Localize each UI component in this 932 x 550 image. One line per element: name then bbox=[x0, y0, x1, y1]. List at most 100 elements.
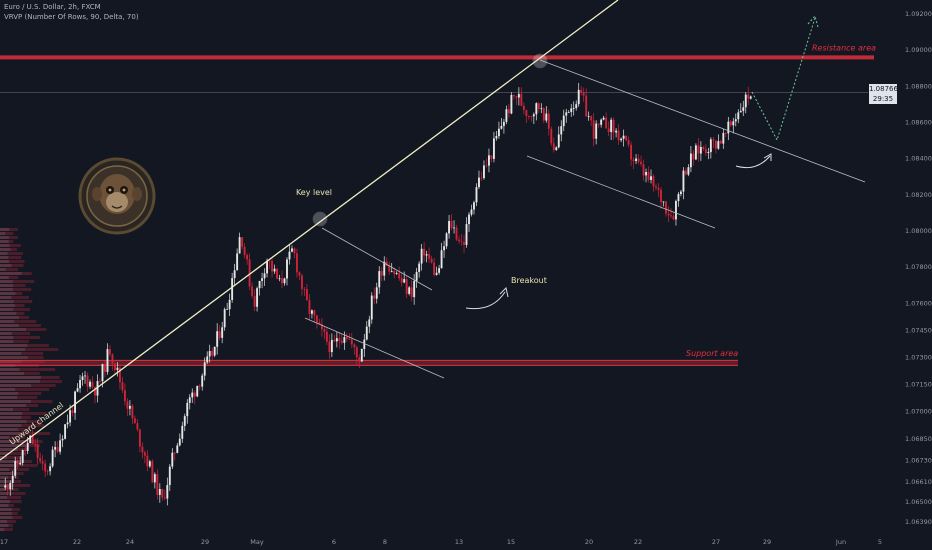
candle-body bbox=[148, 461, 151, 467]
candle-body bbox=[76, 388, 79, 392]
candle-body bbox=[463, 241, 465, 245]
candle-body bbox=[81, 376, 84, 380]
time-tick-label: 22 bbox=[73, 538, 81, 546]
candle-body bbox=[630, 144, 633, 160]
candle-body bbox=[665, 201, 667, 214]
candle-body bbox=[739, 110, 742, 113]
forecast-path bbox=[751, 17, 816, 142]
volume-bar bbox=[0, 356, 44, 359]
candle-body bbox=[201, 375, 204, 387]
candle-body bbox=[475, 187, 478, 203]
volume-bar-delta bbox=[0, 272, 22, 275]
channel-lower-1 bbox=[304, 317, 445, 379]
candle-body bbox=[572, 108, 575, 109]
volume-bar-delta bbox=[0, 264, 12, 267]
volume-bar bbox=[0, 520, 16, 523]
candle-body bbox=[590, 116, 593, 121]
candle-body bbox=[582, 92, 585, 96]
candle-body bbox=[500, 125, 503, 129]
volume-bar bbox=[0, 360, 45, 363]
volume-bar bbox=[0, 436, 26, 439]
candle-body bbox=[732, 121, 735, 126]
candle-body bbox=[126, 401, 129, 409]
candle-body bbox=[56, 447, 59, 452]
volume-bar-delta bbox=[0, 296, 12, 299]
volume-bar bbox=[0, 248, 17, 251]
candle-body bbox=[545, 113, 548, 121]
candle-body bbox=[133, 418, 136, 424]
countdown-value: 29:35 bbox=[872, 95, 894, 103]
price-tick-label: 1.06500 bbox=[905, 498, 932, 506]
volume-bar bbox=[0, 396, 38, 399]
time-tick-label: 5 bbox=[878, 538, 882, 546]
candle-body bbox=[403, 279, 406, 283]
volume-bar-delta bbox=[0, 316, 20, 319]
breakout-arrow-head bbox=[499, 287, 509, 298]
volume-bar-delta bbox=[0, 304, 15, 307]
candle-body bbox=[455, 227, 458, 240]
candle-body bbox=[79, 380, 81, 389]
volume-bar-delta bbox=[0, 260, 9, 263]
candle-body bbox=[465, 224, 468, 245]
candle-body bbox=[408, 287, 411, 294]
candle-body bbox=[562, 115, 565, 127]
candle-body bbox=[527, 116, 530, 117]
volume-bar bbox=[0, 240, 14, 243]
candle-body bbox=[74, 391, 76, 413]
volume-bar bbox=[0, 384, 56, 387]
candle-body bbox=[298, 272, 301, 276]
price-axis[interactable]: 1.09200 1.09000 1.08800 1.08600 1.08400 1.082… bbox=[905, 10, 932, 526]
volume-profile bbox=[0, 228, 62, 531]
time-axis[interactable]: 17 22 24 29 May 6 8 13 15 20 22 27 29 Jun 5 bbox=[0, 538, 882, 546]
candle-body bbox=[448, 221, 450, 234]
candle-body bbox=[373, 295, 376, 299]
candle-body bbox=[328, 341, 331, 353]
candle-body bbox=[540, 108, 543, 110]
candle-body bbox=[16, 460, 19, 465]
volume-bar-delta bbox=[0, 420, 27, 423]
candle-body bbox=[318, 322, 321, 325]
volume-bar-delta bbox=[0, 500, 10, 503]
candle-body bbox=[288, 251, 291, 260]
volume-bar-delta bbox=[0, 460, 21, 463]
volume-bar-delta bbox=[0, 488, 6, 491]
volume-bar bbox=[0, 284, 26, 287]
candle-body bbox=[333, 339, 336, 342]
candle-body bbox=[166, 485, 169, 499]
candle-body bbox=[672, 216, 675, 220]
candle-body bbox=[405, 279, 408, 294]
candle-body bbox=[699, 147, 702, 154]
candle-body bbox=[218, 331, 221, 338]
candle-body bbox=[39, 458, 42, 462]
candle-body bbox=[622, 135, 625, 139]
candle-body bbox=[286, 259, 288, 279]
candle-body bbox=[530, 116, 533, 117]
volume-bar-delta bbox=[0, 228, 10, 231]
candle-body bbox=[650, 176, 652, 180]
channel-upper-2 bbox=[539, 59, 866, 183]
candle-body bbox=[161, 489, 164, 498]
candle-body bbox=[734, 119, 737, 122]
candle-body bbox=[418, 263, 421, 272]
candle-body bbox=[246, 254, 249, 260]
price-tick-label: 1.07600 bbox=[905, 299, 932, 307]
candle-body bbox=[637, 158, 640, 162]
key-level-label: Key level bbox=[296, 188, 332, 197]
support-label: Support area bbox=[686, 349, 738, 358]
volume-bar-delta bbox=[0, 464, 14, 467]
volume-bar bbox=[0, 296, 29, 299]
candle-body bbox=[488, 155, 490, 166]
volume-bar-delta bbox=[0, 248, 11, 251]
candle-body bbox=[71, 410, 74, 413]
bounce-arrow bbox=[735, 155, 771, 169]
candle-body bbox=[443, 246, 446, 251]
candle-body bbox=[689, 153, 692, 168]
volume-bar bbox=[0, 260, 25, 263]
candle-body bbox=[617, 130, 620, 141]
volume-bar-delta bbox=[0, 352, 22, 355]
candle-body bbox=[283, 278, 286, 284]
volume-bar-delta bbox=[0, 436, 10, 439]
price-tick-label: 1.07000 bbox=[905, 408, 932, 416]
volume-bar-delta bbox=[0, 236, 9, 239]
